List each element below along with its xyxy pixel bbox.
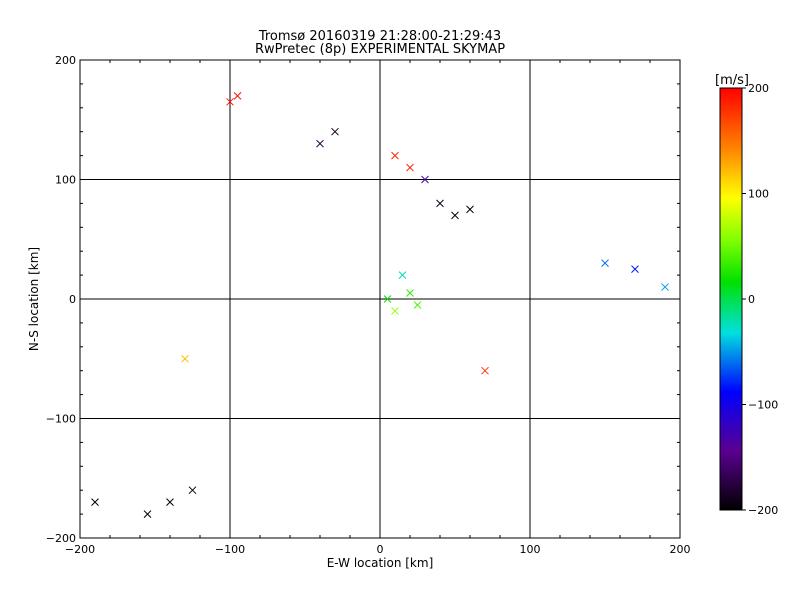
colorbar-tick-label: −100 [748, 399, 778, 412]
data-point-stroke [406, 163, 414, 172]
data-point-stroke [226, 97, 234, 106]
data-point-stroke [91, 498, 99, 507]
data-point [188, 486, 197, 495]
data-point [481, 366, 489, 375]
colorbar-label: [m/s] [715, 73, 749, 88]
colorbar-tick-label: 100 [748, 188, 769, 201]
data-point-stroke [331, 127, 339, 136]
data-point [391, 307, 399, 315]
grid-lines [80, 60, 680, 538]
colorbar-tick-label: −200 [748, 504, 778, 517]
x-axis-label: E-W location [km] [327, 556, 434, 570]
colorbar-tick-label: 200 [748, 82, 769, 95]
data-point-stroke [451, 211, 459, 220]
colorbar-ticks: 200 100 0 −100 −200 [742, 82, 778, 517]
data-point [166, 498, 174, 507]
data-point-stroke [481, 366, 489, 375]
chart-title-line1: Tromsø 20160319 21:28:00-21:29:43 [258, 29, 501, 44]
data-point [601, 259, 609, 268]
data-point-stroke [188, 486, 197, 495]
colorbar-tick-label: 0 [748, 293, 755, 306]
data-point-stroke [181, 354, 189, 363]
data-point [631, 265, 639, 273]
data-point-stroke [466, 205, 474, 214]
data-point [233, 91, 242, 100]
data-point-stroke [143, 510, 152, 518]
y-tick-label: −100 [46, 413, 76, 426]
data-point [421, 175, 429, 184]
y-tick-label: 200 [55, 54, 76, 67]
data-point [316, 139, 324, 148]
data-point-stroke [391, 151, 399, 160]
axis-ticks: −200 −100 0 100 200 −200 −100 0 100 200 [46, 54, 691, 556]
data-point [413, 301, 422, 309]
data-point [436, 199, 444, 208]
data-point [331, 127, 339, 136]
y-tick-label: −200 [46, 532, 76, 545]
data-point-stroke [316, 139, 324, 148]
data-point-stroke [383, 295, 392, 303]
data-point-stroke [421, 175, 429, 184]
data-point [383, 295, 392, 303]
y-axis-label: N-S location [km] [27, 247, 41, 351]
x-tick-label: −100 [215, 543, 245, 556]
x-tick-label: 0 [377, 543, 384, 556]
data-point-stroke [166, 498, 174, 507]
data-point-stroke [601, 259, 609, 268]
data-point [451, 211, 459, 220]
data-point [226, 97, 234, 106]
data-point [91, 498, 99, 507]
y-tick-label: 0 [69, 293, 76, 306]
x-tick-label: 200 [670, 543, 691, 556]
data-point-stroke [661, 283, 669, 291]
y-tick-label: 100 [55, 174, 76, 187]
data-point-stroke [398, 271, 407, 279]
data-point [398, 271, 407, 279]
data-point-stroke [436, 199, 444, 208]
data-point-stroke [391, 307, 399, 315]
data-point [143, 510, 152, 518]
data-point-stroke [406, 289, 414, 297]
data-point [406, 289, 414, 297]
data-point [661, 283, 669, 291]
x-tick-label: −200 [65, 543, 95, 556]
x-tick-label: 100 [520, 543, 541, 556]
data-point [466, 205, 474, 214]
data-point-stroke [413, 301, 422, 309]
data-point [181, 354, 189, 363]
data-point-stroke [233, 91, 242, 100]
chart-title-line2: RwPretec (8p) EXPERIMENTAL SKYMAP [255, 42, 505, 57]
data-points [91, 91, 669, 518]
data-point [391, 151, 399, 160]
colorbar [719, 87, 743, 511]
data-point [406, 163, 414, 172]
data-point-stroke [631, 265, 639, 273]
